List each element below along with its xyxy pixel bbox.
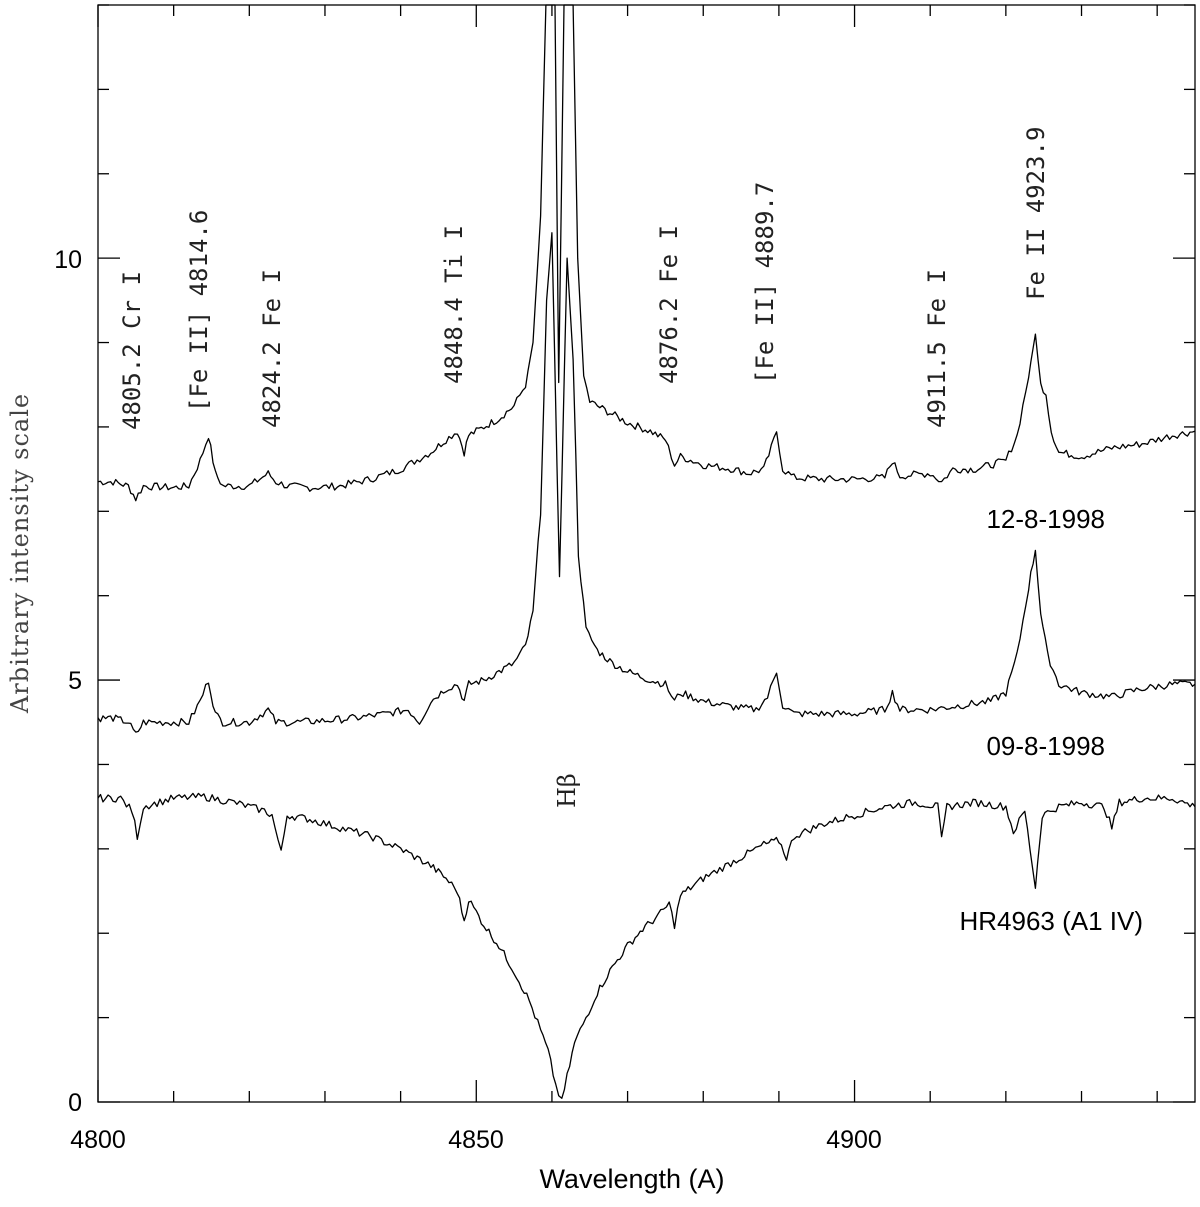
line-label-cr-4805: 4805.2 Cr I [118,271,146,430]
line-label-fe-4876: 4876.2 Fe I [655,225,683,384]
line-label-fe-4824: 4824.2 Fe I [258,269,286,428]
spectra-group [97,4,1196,1099]
line-label-fe-4911: 4911.5 Fe I [923,269,951,428]
series-label-12-8-1998: 12-8-1998 [986,504,1105,534]
spectrum-line-2 [97,232,1196,733]
series-label-09-8-1998: 09-8-1998 [986,731,1105,761]
line-label-ti-4848: 4848.4 Ti I [440,225,468,384]
y-axis-title: Arbitrary intensity scale [6,393,34,714]
y-tick-label-0: 0 [68,1089,82,1117]
y-tick-label-5: 5 [68,667,82,695]
x-axis-title: Wavelength (A) [539,1164,724,1194]
x-tick-label-4900: 4900 [826,1126,882,1154]
axis-ticks [97,4,1195,1103]
hbeta-label: Hβ [553,773,581,808]
y-tick-label-10: 10 [54,246,82,274]
x-tick-label-4850: 4850 [448,1126,504,1154]
spectrum-line-1 [97,4,1196,502]
plot-frame [97,4,1196,1103]
x-tick-label-4800: 4800 [70,1126,126,1154]
spectrum-line-3 [97,792,1196,1099]
line-label-feii-4923: Fe II 4923.9 [1022,127,1050,300]
series-label-hr4963: HR4963 (A1 IV) [959,906,1143,936]
line-label-feii-4889: [Fe II] 4889.7 [751,182,779,384]
line-label-feii-4814: [Fe II] 4814.6 [185,210,213,412]
